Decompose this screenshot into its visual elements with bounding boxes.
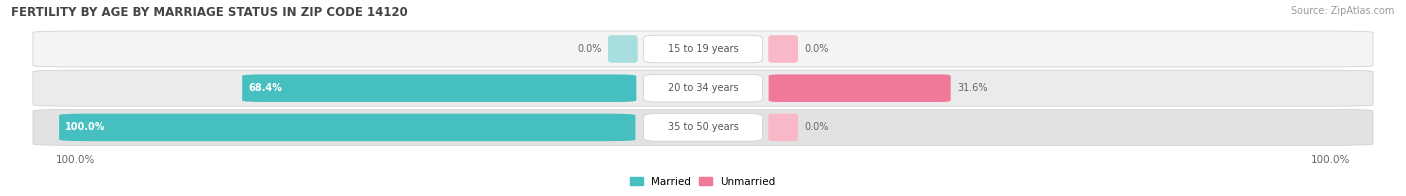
- Text: 35 to 50 years: 35 to 50 years: [668, 122, 738, 132]
- FancyBboxPatch shape: [607, 35, 638, 63]
- Text: 100.0%: 100.0%: [56, 155, 96, 165]
- Text: 100.0%: 100.0%: [65, 122, 105, 132]
- Text: 20 to 34 years: 20 to 34 years: [668, 83, 738, 93]
- Text: 68.4%: 68.4%: [249, 83, 283, 93]
- FancyBboxPatch shape: [644, 114, 762, 141]
- FancyBboxPatch shape: [769, 74, 950, 102]
- Text: 100.0%: 100.0%: [1310, 155, 1350, 165]
- FancyBboxPatch shape: [32, 31, 1374, 67]
- Text: 0.0%: 0.0%: [804, 122, 828, 132]
- FancyBboxPatch shape: [768, 35, 799, 63]
- Text: Source: ZipAtlas.com: Source: ZipAtlas.com: [1291, 6, 1395, 16]
- Text: 15 to 19 years: 15 to 19 years: [668, 44, 738, 54]
- Text: 0.0%: 0.0%: [804, 44, 828, 54]
- FancyBboxPatch shape: [644, 35, 762, 63]
- FancyBboxPatch shape: [644, 74, 762, 102]
- Legend: Married, Unmarried: Married, Unmarried: [628, 175, 778, 189]
- FancyBboxPatch shape: [59, 114, 636, 141]
- Text: 0.0%: 0.0%: [578, 44, 602, 54]
- Text: FERTILITY BY AGE BY MARRIAGE STATUS IN ZIP CODE 14120: FERTILITY BY AGE BY MARRIAGE STATUS IN Z…: [11, 6, 408, 19]
- FancyBboxPatch shape: [242, 74, 637, 102]
- Text: 31.6%: 31.6%: [957, 83, 988, 93]
- FancyBboxPatch shape: [768, 114, 799, 141]
- FancyBboxPatch shape: [32, 109, 1374, 145]
- FancyBboxPatch shape: [32, 70, 1374, 106]
